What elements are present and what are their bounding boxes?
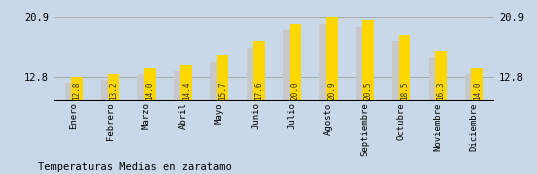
Bar xyxy=(283,30,295,171)
Bar xyxy=(435,51,447,171)
Bar xyxy=(174,72,185,171)
Text: 20.0: 20.0 xyxy=(291,82,300,100)
Bar xyxy=(429,57,440,171)
Bar xyxy=(392,41,404,171)
Bar xyxy=(64,83,76,171)
Bar xyxy=(180,65,192,171)
Bar xyxy=(320,24,331,171)
Text: 20.5: 20.5 xyxy=(364,82,373,100)
Bar xyxy=(253,41,265,171)
Text: 20.9: 20.9 xyxy=(327,82,336,100)
Bar xyxy=(210,62,222,171)
Text: 13.2: 13.2 xyxy=(109,82,118,100)
Bar xyxy=(326,17,338,171)
Text: 17.6: 17.6 xyxy=(255,82,264,100)
Text: 14.0: 14.0 xyxy=(146,82,154,100)
Text: 15.7: 15.7 xyxy=(218,82,227,100)
Text: 12.8: 12.8 xyxy=(72,82,82,100)
Bar xyxy=(289,24,301,171)
Bar xyxy=(362,20,374,171)
Bar xyxy=(246,48,258,171)
Bar xyxy=(144,68,156,171)
Bar xyxy=(398,35,410,171)
Bar xyxy=(137,74,149,171)
Bar xyxy=(71,77,83,171)
Text: 18.5: 18.5 xyxy=(400,82,409,100)
Bar xyxy=(465,74,476,171)
Bar xyxy=(217,55,228,171)
Bar xyxy=(471,68,483,171)
Text: 16.3: 16.3 xyxy=(437,82,445,100)
Bar xyxy=(107,74,119,171)
Text: Temperaturas Medias en zaratamo: Temperaturas Medias en zaratamo xyxy=(38,162,231,172)
Text: 14.4: 14.4 xyxy=(182,82,191,100)
Bar xyxy=(101,80,113,171)
Text: 14.0: 14.0 xyxy=(473,82,482,100)
Bar xyxy=(355,27,367,171)
